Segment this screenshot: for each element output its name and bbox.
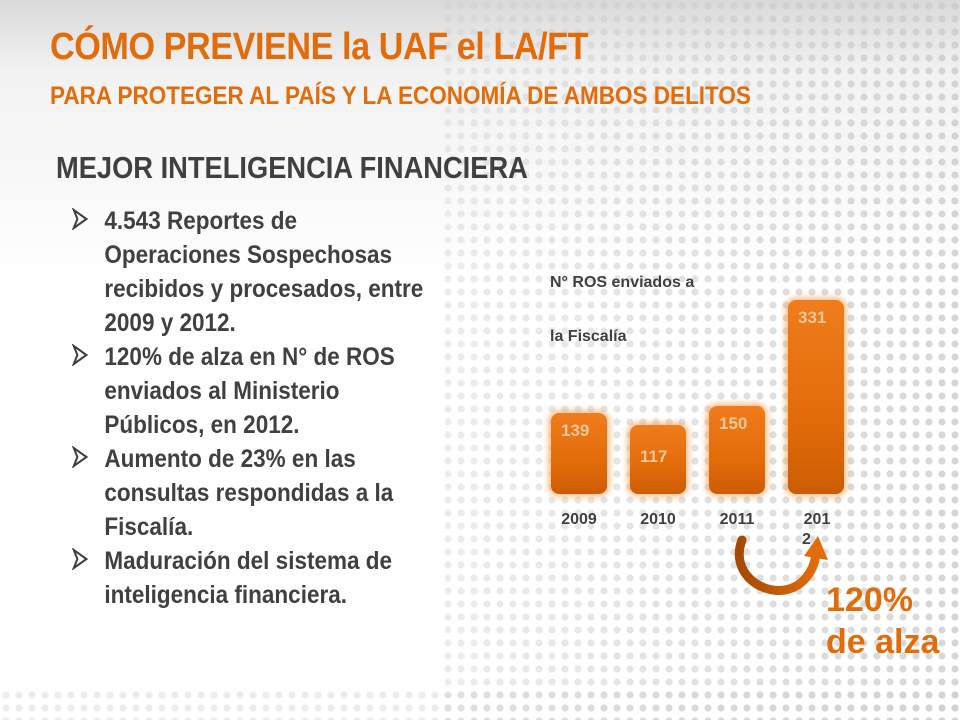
bar-value-label-3: 331 [798, 308, 827, 327]
bullet-item: Maduración del sistema de inteligencia f… [72, 544, 432, 612]
bar-0 [551, 413, 607, 494]
section-heading: MEJOR INTELIGENCIA FINANCIERA [56, 150, 528, 185]
bullet-item: 4.543 Reportes de Operaciones Sospechosa… [72, 204, 432, 340]
bar-2 [709, 406, 765, 494]
bar-value-label-0: 139 [561, 421, 590, 440]
arrowhead-bullet-icon [72, 208, 89, 230]
arrowhead-bullet-icon [72, 446, 89, 468]
bullet-item: 120% de alza en N° de ROS enviados al Mi… [72, 340, 432, 442]
bullet-text: 120% de alza en N° de ROS enviados al Mi… [104, 343, 395, 439]
bar-1 [630, 425, 686, 494]
bar-value-label-2: 150 [719, 414, 748, 433]
bullet-text: Maduración del sistema de inteligencia f… [104, 547, 392, 609]
bar-3 [788, 300, 844, 494]
category-label-3: 201 2 [802, 511, 831, 548]
category-label-1: 2010 [640, 511, 676, 528]
slide-subtitle: PARA PROTEGER AL PAÍS Y LA ECONOMÍA DE A… [50, 82, 751, 110]
chart-label-line-2: la Fiscalía [550, 328, 627, 345]
bullet-list: 4.543 Reportes de Operaciones Sospechosa… [72, 204, 472, 612]
curved-arrow-icon [734, 535, 828, 595]
bullet-text: Aumento de 23% en las consultas respondi… [104, 445, 394, 541]
growth-percentage: 120% [826, 581, 913, 619]
category-label-2: 2011 [719, 511, 755, 528]
growth-caption: de alza [826, 623, 940, 661]
bullet-item: Aumento de 23% en las consultas respondi… [72, 442, 432, 544]
arrowhead-bullet-icon [72, 344, 89, 366]
bullet-text: 4.543 Reportes de Operaciones Sospechosa… [104, 207, 424, 337]
category-label-0: 2009 [561, 511, 597, 528]
slide-title: CÓMO PREVIENE la UAF el LA/FT [50, 26, 589, 68]
arrowhead-bullet-icon [72, 548, 89, 570]
bar-value-label-1: 117 [640, 447, 668, 466]
chart-label-line-1: N° ROS enviados a [550, 274, 695, 291]
